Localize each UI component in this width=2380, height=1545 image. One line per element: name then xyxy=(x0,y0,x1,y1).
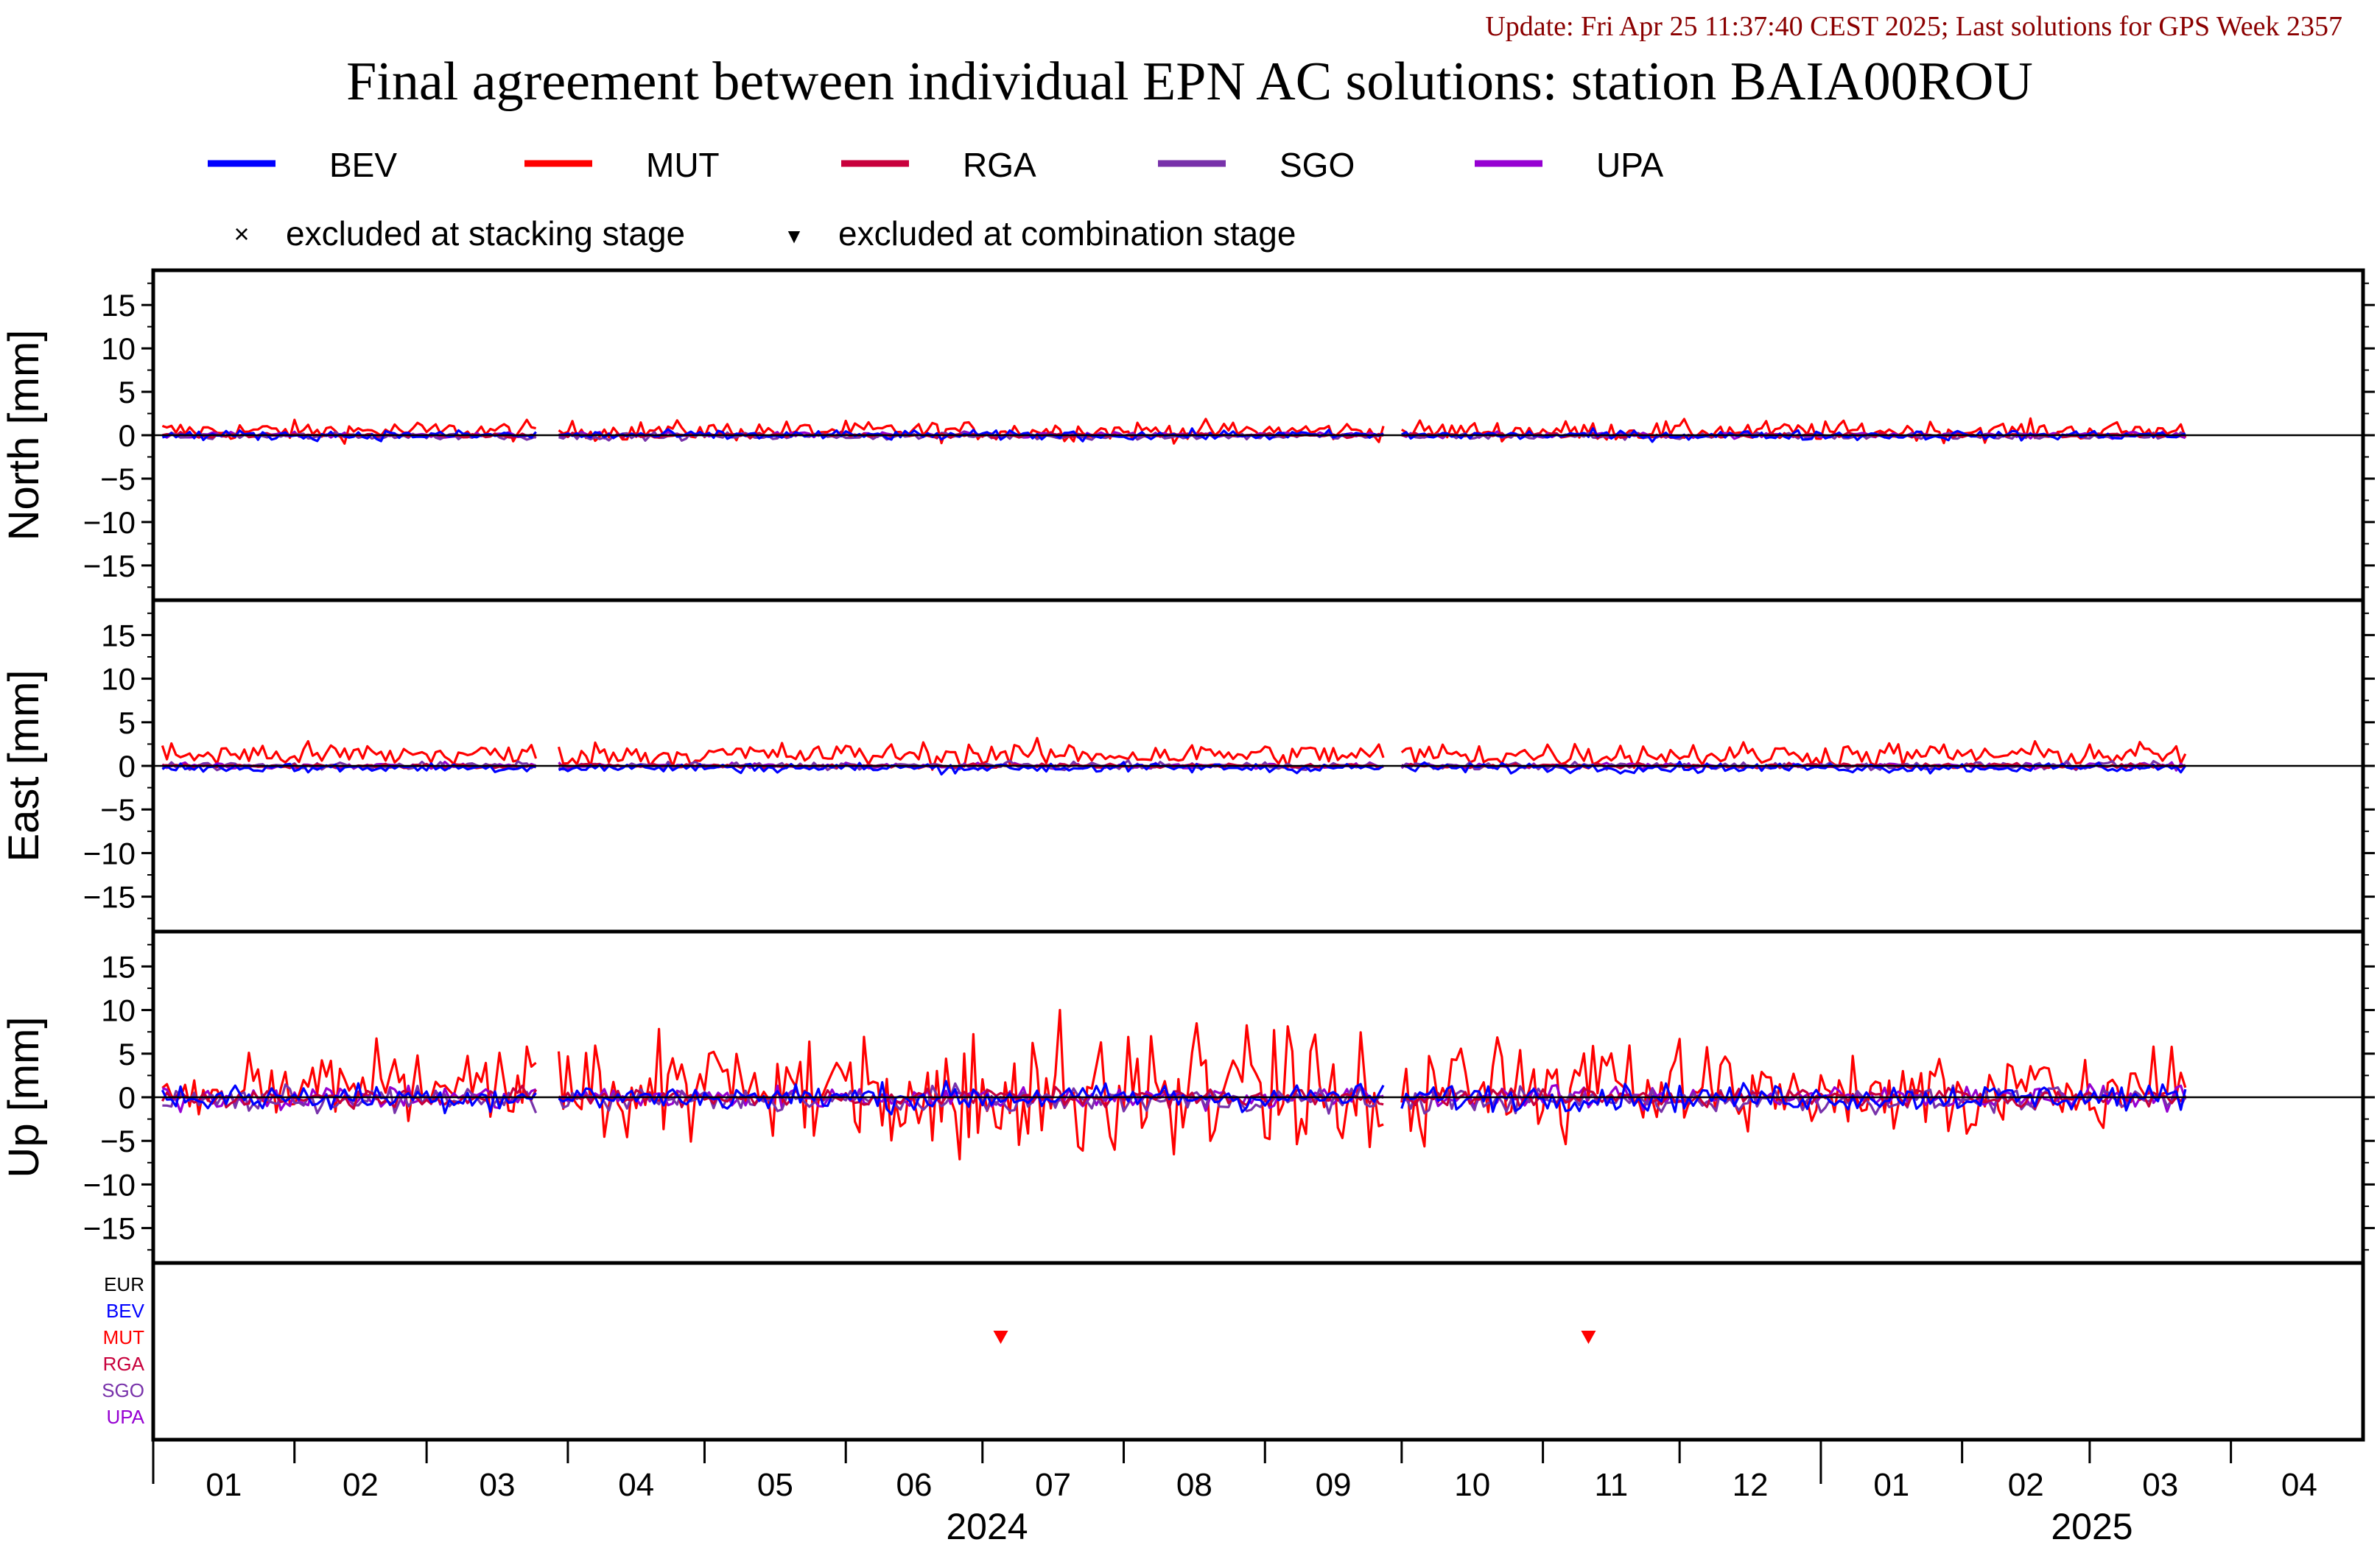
xtick-label-month: 02 xyxy=(2008,1467,2044,1503)
legend-label-bev: BEV xyxy=(329,146,397,184)
ytick-label-east: −10 xyxy=(83,836,136,870)
xtick-label-month: 04 xyxy=(618,1467,654,1503)
xtick-label-month: 09 xyxy=(1316,1467,1352,1503)
ytick-label-up: −5 xyxy=(100,1124,136,1158)
ytick-label-up: −10 xyxy=(83,1167,136,1202)
combination-symbol: ▼ xyxy=(784,225,804,247)
xtick-label-month: 03 xyxy=(2142,1467,2178,1503)
xtick-label-month: 01 xyxy=(1873,1467,1909,1503)
update-text: Update: Fri Apr 25 11:37:40 CEST 2025; L… xyxy=(1485,11,2342,42)
panel-north: 15 10 5 0 −5 −10 −15 North [mm] xyxy=(0,268,2375,602)
xtick-label-month: 02 xyxy=(343,1467,379,1503)
xtick-label-month: 12 xyxy=(1733,1467,1769,1503)
ytick-label-up: 10 xyxy=(101,993,136,1028)
legend-label-sgo: SGO xyxy=(1279,146,1355,184)
ytick-label-north: 0 xyxy=(119,418,136,453)
ytick-label-north: −5 xyxy=(100,462,136,496)
xtick-label-month: 04 xyxy=(2281,1467,2317,1503)
ytick-label-up: −15 xyxy=(83,1211,136,1246)
chart-title: Final agreement between individual EPN A… xyxy=(346,52,2033,112)
legend-label-upa: UPA xyxy=(1596,146,1663,184)
series-up-mut xyxy=(161,1009,2187,1161)
ytick-label-up: 5 xyxy=(119,1037,136,1071)
exclusion-marker xyxy=(1581,1331,1596,1344)
ytick-label-north: 15 xyxy=(101,288,136,323)
stacking-symbol: × xyxy=(234,219,249,249)
exclusion-row-label-mut: MUT xyxy=(103,1326,144,1348)
exclusion-row-label-sgo: SGO xyxy=(102,1379,144,1401)
xtick-label-month: 10 xyxy=(1454,1467,1490,1503)
legend-excluded-stacking: excluded at stacking stage xyxy=(286,214,685,253)
legend: BEV MUT RGA SGO UPA × excluded at stacking sta… xyxy=(208,146,1663,253)
series-north-mut xyxy=(161,417,2187,445)
legend-label-mut: MUT xyxy=(646,146,720,184)
panel-exclusions: EUR BEV MUT RGA SGO UPA xyxy=(102,1261,2365,1442)
xtick-label-month: 06 xyxy=(896,1467,933,1503)
ytick-label-up: 0 xyxy=(119,1080,136,1115)
panel-east: 15 10 5 0 −5 −10 −15 East [mm] xyxy=(0,598,2375,934)
ytick-label-north: −15 xyxy=(83,549,136,583)
legend-excluded-combination: excluded at combination stage xyxy=(838,214,1296,253)
ylabel-east: East [mm] xyxy=(0,669,48,862)
ylabel-north: North [mm] xyxy=(0,330,48,541)
panel-up: 15 10 5 0 −5 −10 −15 Up [mm] xyxy=(0,929,2375,1265)
ytick-label-east: 10 xyxy=(101,662,136,697)
series-east-mut xyxy=(161,736,2187,771)
ytick-label-north: 5 xyxy=(119,375,136,409)
ytick-label-east: −5 xyxy=(100,792,136,827)
exclusion-marker xyxy=(993,1331,1008,1344)
xtick-label-year: 2025 xyxy=(2051,1506,2132,1545)
xtick-label-month: 07 xyxy=(1035,1467,1071,1503)
exclusion-row-label-eur: EUR xyxy=(104,1273,144,1295)
x-axis: 01 02 03 04 05 06 07 08 09 10 11 12 01 02 03 04 2024 2025 xyxy=(152,1440,2317,1545)
xtick-label-month: 03 xyxy=(480,1467,516,1503)
ytick-label-north: 10 xyxy=(101,331,136,366)
ytick-label-east: 5 xyxy=(119,705,136,740)
ylabel-up: Up [mm] xyxy=(0,1016,48,1178)
exclusion-row-label-bev: BEV xyxy=(106,1300,145,1322)
legend-label-rga: RGA xyxy=(963,146,1036,184)
xtick-label-month: 01 xyxy=(206,1467,242,1503)
ytick-label-up: 15 xyxy=(101,949,136,984)
exclusion-row-label-upa: UPA xyxy=(106,1406,144,1428)
ytick-label-north: −10 xyxy=(83,505,136,540)
plot-panels: 15 10 5 0 −5 −10 −15 North [mm] 15 10 5 0 −5 −10 −15 Ea… xyxy=(0,268,2375,1442)
panel-frame-exclusions xyxy=(151,1261,2365,1442)
ytick-label-east: 15 xyxy=(101,618,136,652)
ytick-label-east: 0 xyxy=(119,749,136,784)
xtick-label-month: 11 xyxy=(1595,1467,1629,1503)
xtick-label-month: 08 xyxy=(1176,1467,1212,1503)
xtick-label-year: 2024 xyxy=(946,1506,1028,1545)
ytick-label-east: −15 xyxy=(83,880,136,915)
xtick-label-month: 05 xyxy=(757,1467,793,1503)
exclusion-row-label-rga: RGA xyxy=(103,1353,145,1375)
